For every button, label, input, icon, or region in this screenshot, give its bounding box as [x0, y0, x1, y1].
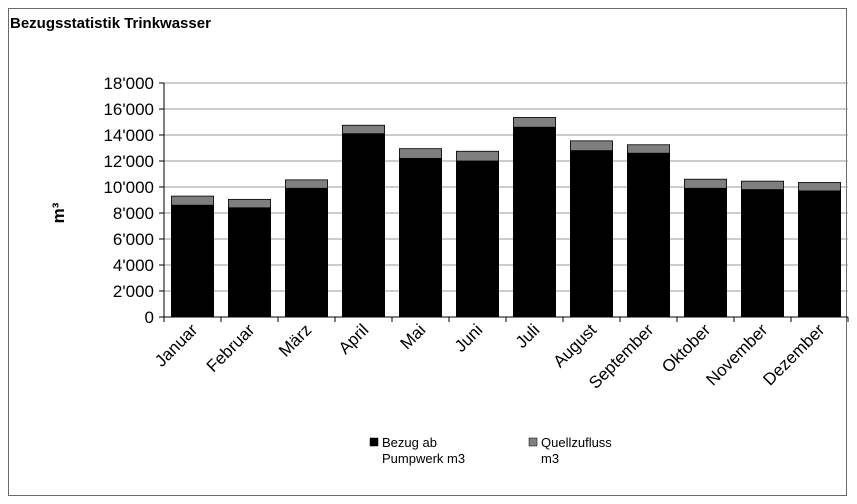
chart-title: Bezugsstatistik Trinkwasser — [10, 15, 211, 32]
x-tick-label: August — [549, 320, 600, 371]
bar-bezug-ab-pumpwerk — [228, 207, 271, 318]
bar-quellzufluss — [228, 198, 271, 209]
bar-quellzufluss — [285, 179, 328, 189]
x-tick-label: Mai — [397, 320, 430, 353]
bar-bezug-ab-pumpwerk — [798, 190, 841, 318]
y-tick-label: 2'000 — [113, 282, 154, 301]
bar-quellzufluss — [171, 195, 214, 206]
bar-bezug-ab-pumpwerk — [684, 187, 727, 318]
bar-bezug-ab-pumpwerk — [171, 204, 214, 318]
legend-swatch — [369, 437, 379, 447]
bar-quellzufluss — [399, 148, 442, 159]
y-tick-label: 14'000 — [103, 126, 154, 145]
y-tick-label: 10'000 — [103, 178, 154, 197]
legend-label: m3 — [541, 451, 559, 466]
bar-bezug-ab-pumpwerk — [399, 157, 442, 318]
bar-quellzufluss — [741, 180, 784, 190]
bar-quellzufluss — [627, 144, 670, 154]
y-tick-labels: 0 2'000 4'000 6'000 8'000 10'000 12'000 14'000 1… — [103, 74, 154, 327]
gridlines — [164, 82, 848, 292]
y-tick-label: 12'000 — [103, 152, 154, 171]
bar-bezug-ab-pumpwerk — [342, 133, 385, 318]
x-tick-label: Oktober — [658, 320, 714, 376]
y-tick-label: 8'000 — [113, 204, 154, 223]
x-tick-label: Januar — [151, 320, 201, 370]
bar-bezug-ab-pumpwerk — [285, 187, 328, 318]
bar-bezug-ab-pumpwerk — [456, 160, 499, 318]
x-tick-labels: Januar Februar März April Mai Juni Juli AugustS… — [151, 320, 828, 392]
bar-quellzufluss — [513, 117, 556, 128]
bar-quellzufluss — [570, 140, 613, 152]
y-tick-label: 6'000 — [113, 230, 154, 249]
axes — [159, 82, 849, 322]
y-tick-label: 18'000 — [103, 74, 154, 93]
legend-label: Quellzufluss — [541, 435, 612, 450]
bar-quellzufluss — [798, 182, 841, 192]
x-tick-label: Februar — [203, 320, 259, 376]
x-tick-label: Juni — [451, 320, 486, 355]
bar-bezug-ab-pumpwerk — [741, 189, 784, 318]
x-tick-label: April — [335, 320, 372, 357]
legend-label: Pumpwerk m3 — [382, 451, 465, 466]
bar-quellzufluss — [456, 150, 499, 162]
x-tick-label: Dezember — [759, 320, 828, 389]
bar-bezug-ab-pumpwerk — [627, 152, 670, 318]
bar-quellzufluss — [684, 178, 727, 189]
y-tick-label: 0 — [145, 308, 154, 327]
legend-swatch — [528, 437, 538, 447]
x-tick-label: Juli — [512, 320, 543, 351]
legend-label: Bezug ab — [382, 435, 437, 450]
bar-bezug-ab-pumpwerk — [570, 150, 613, 318]
y-tick-label: 4'000 — [113, 256, 154, 275]
bar-bezug-ab-pumpwerk — [513, 126, 556, 318]
bars — [171, 117, 841, 318]
x-tick-label: März — [275, 320, 315, 360]
bar-quellzufluss — [342, 124, 385, 135]
y-axis-label: m³ — [49, 202, 68, 223]
y-tick-label: 16'000 — [103, 100, 154, 119]
